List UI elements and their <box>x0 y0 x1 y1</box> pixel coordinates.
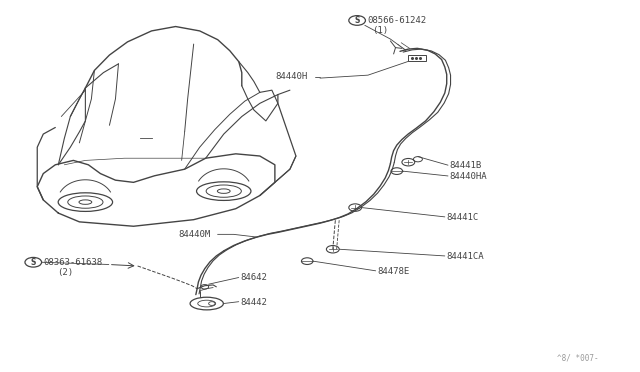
Text: S: S <box>355 16 360 25</box>
Text: 84440M: 84440M <box>178 230 210 239</box>
Text: 84440HA: 84440HA <box>449 172 487 181</box>
Text: ^8/ *007-: ^8/ *007- <box>557 353 598 362</box>
Text: 84442: 84442 <box>240 298 267 307</box>
Text: S: S <box>31 258 36 267</box>
Text: (2): (2) <box>58 268 74 277</box>
Text: 84478E: 84478E <box>377 267 409 276</box>
Text: 84440H: 84440H <box>275 72 307 81</box>
Text: 84441B: 84441B <box>449 161 481 170</box>
Text: 08566-61242: 08566-61242 <box>367 16 426 25</box>
Text: (1): (1) <box>372 26 388 35</box>
Text: 84441CA: 84441CA <box>446 252 484 261</box>
Text: 84441C: 84441C <box>446 213 478 222</box>
Text: 08363-61638: 08363-61638 <box>43 258 102 267</box>
Text: 84642: 84642 <box>240 273 267 282</box>
